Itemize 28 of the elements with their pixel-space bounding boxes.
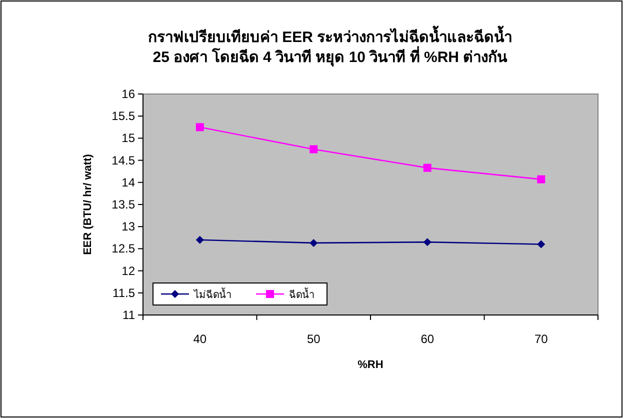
legend-label: ฉีดน้ำ: [289, 287, 315, 301]
y-tick-label: 11: [122, 308, 136, 322]
point: [310, 145, 318, 154]
y-tick-label: 12.5: [112, 242, 136, 256]
x-tick-label: 70: [534, 332, 548, 346]
chart-title: กราฟเปรียบเทียบค่า EER ระหว่างการไม่ฉีดน้ำและฉีดน้ำ 25 องศา โดยฉีด 4 วินาที หยุด 10 วินาที ที่ %RH ต่างกัน: [148, 25, 512, 67]
y-tick-label: 16: [122, 87, 136, 101]
x-axis-title: %RH: [358, 359, 384, 371]
y-tick-label: 14.5: [112, 153, 136, 168]
y-tick-label: 15: [122, 131, 136, 146]
x-tick-label: 40: [193, 332, 207, 346]
legend-label: ไม่ฉีดน้ำ: [193, 287, 232, 301]
point: [423, 164, 432, 172]
point: [423, 238, 432, 246]
y-tick-label: 13: [122, 220, 136, 234]
y-tick-label: 12: [122, 264, 136, 278]
y-tick-label: 13.5: [112, 198, 136, 212]
x-tick-label: 50: [306, 332, 321, 346]
y-tick-label: 15.5: [112, 109, 136, 124]
y-axis-title: EER (BTU/ hr/ watt): [82, 154, 94, 255]
y-tick-label: 11.5: [112, 286, 136, 300]
point: [537, 175, 546, 184]
point: [310, 238, 318, 247]
point: [537, 240, 546, 248]
point: [196, 236, 204, 244]
point: [196, 123, 204, 132]
x-tick-label: 60: [420, 332, 434, 346]
y-tick-label: 14: [122, 175, 136, 190]
